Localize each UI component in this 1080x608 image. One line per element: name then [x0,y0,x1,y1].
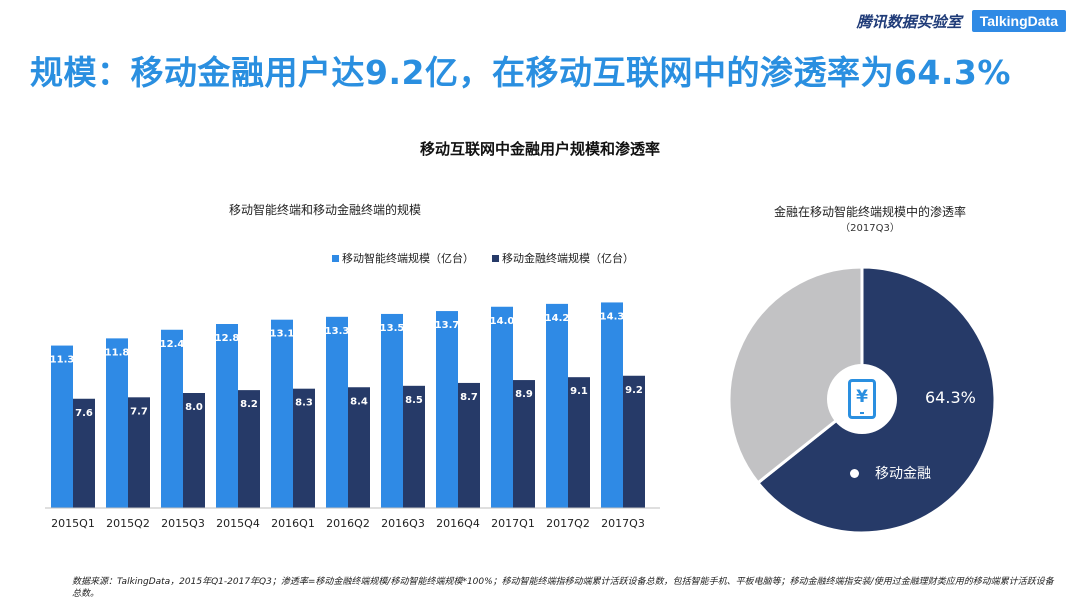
bar-smart-2015Q2 [106,338,128,508]
data-label-finance-2017Q3: 9.2 [625,385,643,396]
bar-smart-2016Q1 [271,319,293,508]
x-tick-label-2015Q4: 2015Q4 [216,517,260,530]
legend-item-smart: 移动智能终端规模（亿台） [332,250,474,266]
bar-finance-2015Q4 [238,390,260,508]
pie-slice-other [727,265,864,485]
bar-smart-2016Q4 [436,311,458,508]
data-label-finance-2016Q1: 8.3 [295,398,313,409]
data-label-smart-2015Q3: 12.4 [160,339,185,350]
x-tick-label-2015Q2: 2015Q2 [106,517,150,530]
bar-finance-2016Q2 [348,387,370,508]
bar-finance-2017Q3 [623,375,645,508]
x-tick-label-2015Q3: 2015Q3 [161,517,205,530]
pie-slice-label: 移动金融 [875,466,931,482]
x-tick-label-2016Q3: 2016Q3 [381,517,425,530]
mobile-yuan-icon: ¥ [848,379,876,419]
data-label-smart-2017Q2: 14.2 [545,313,570,324]
data-label-finance-2016Q2: 8.4 [350,396,368,407]
data-label-finance-2017Q1: 8.9 [515,389,533,400]
pie-chart-period: （2017Q3） [840,223,900,234]
data-label-smart-2016Q2: 13.3 [325,326,350,337]
pie-chart-title: 金融在移动智能终端规模中的渗透率 [773,205,966,219]
data-label-smart-2017Q3: 14.3 [600,311,625,322]
data-label-finance-2016Q3: 8.5 [405,395,423,406]
pie-value-label: 64.3% [925,388,976,407]
brand-lab-name: 腾讯数据实验室 [856,12,962,31]
data-label-smart-2016Q3: 13.5 [380,323,405,334]
data-label-smart-2015Q1: 11.3 [50,355,75,366]
data-label-finance-2015Q3: 8.0 [185,402,203,413]
brand-header: 腾讯数据实验室 TalkingData [857,10,1066,32]
brand-partner-logo: TalkingData [971,10,1066,32]
bar-smart-2016Q3 [381,313,403,508]
legend-item-finance: 移动金融终端规模（亿台） [492,250,634,266]
data-label-finance-2015Q2: 7.7 [130,406,148,417]
data-label-smart-2016Q4: 13.7 [435,320,460,331]
page-headline: 规模：移动金融用户达9.2亿，在移动互联网中的渗透率为64.3% [30,53,1011,92]
data-label-finance-2015Q1: 7.6 [75,408,93,419]
bar-legend: 移动智能终端规模（亿台） 移动金融终端规模（亿台） [332,250,634,266]
source-footnote: 数据来源：TalkingData，2015年Q1-2017年Q3；渗透率=移动金… [72,577,1054,599]
legend-label-smart: 移动智能终端规模（亿台） [342,252,474,265]
bar-smart-2017Q3 [601,302,623,508]
bar-finance-2017Q2 [568,377,590,508]
yuan-glyph: ¥ [856,386,868,407]
bar-finance-2015Q3 [183,393,205,508]
legend-swatch-finance [492,254,499,262]
bar-finance-2015Q1 [73,398,95,508]
data-label-smart-2016Q1: 13.1 [270,329,295,340]
data-label-finance-2016Q4: 8.7 [460,392,478,403]
bar-smart-2017Q1 [491,306,513,508]
bar-chart: 11.3 7.6 2015Q1 11.8 7.7 2015Q2 12.4 8.0 2015Q3 1… [45,302,660,530]
chart-main-title: 移动互联网中金融用户规模和渗透率 [419,140,660,158]
legend-label-finance: 移动金融终端规模（亿台） [502,252,634,265]
bar-finance-2016Q3 [403,385,425,508]
x-tick-label-2017Q3: 2017Q3 [601,517,645,530]
bar-finance-2017Q1 [513,380,535,508]
pie-legend-dot [850,468,859,478]
data-label-finance-2015Q4: 8.2 [240,399,258,410]
x-tick-label-2016Q1: 2016Q1 [271,517,315,530]
data-label-smart-2015Q4: 12.8 [215,333,240,344]
pie-center-circle: ¥ [827,364,897,434]
bar-chart-subtitle: 移动智能终端和移动金融终端的规模 [228,203,421,217]
bar-finance-2016Q4 [458,382,480,508]
data-label-finance-2017Q2: 9.1 [570,386,588,397]
bar-smart-2015Q1 [51,345,73,508]
bar-smart-2015Q3 [161,329,183,508]
x-tick-label-2017Q2: 2017Q2 [546,517,590,530]
x-tick-label-2016Q2: 2016Q2 [326,517,370,530]
bar-smart-2016Q2 [326,316,348,508]
x-tick-label-2016Q4: 2016Q4 [436,517,480,530]
x-tick-label-2015Q1: 2015Q1 [51,517,95,530]
data-label-smart-2017Q1: 14.0 [490,316,515,327]
bar-smart-2017Q2 [546,303,568,508]
bar-finance-2015Q2 [128,397,150,508]
pie-slice-legend: 移动金融 [850,463,931,483]
bar-smart-2015Q4 [216,324,238,508]
legend-swatch-smart [332,254,339,262]
bar-finance-2016Q1 [293,388,315,508]
data-label-smart-2015Q2: 11.8 [105,347,130,358]
x-tick-label-2017Q1: 2017Q1 [491,517,535,530]
